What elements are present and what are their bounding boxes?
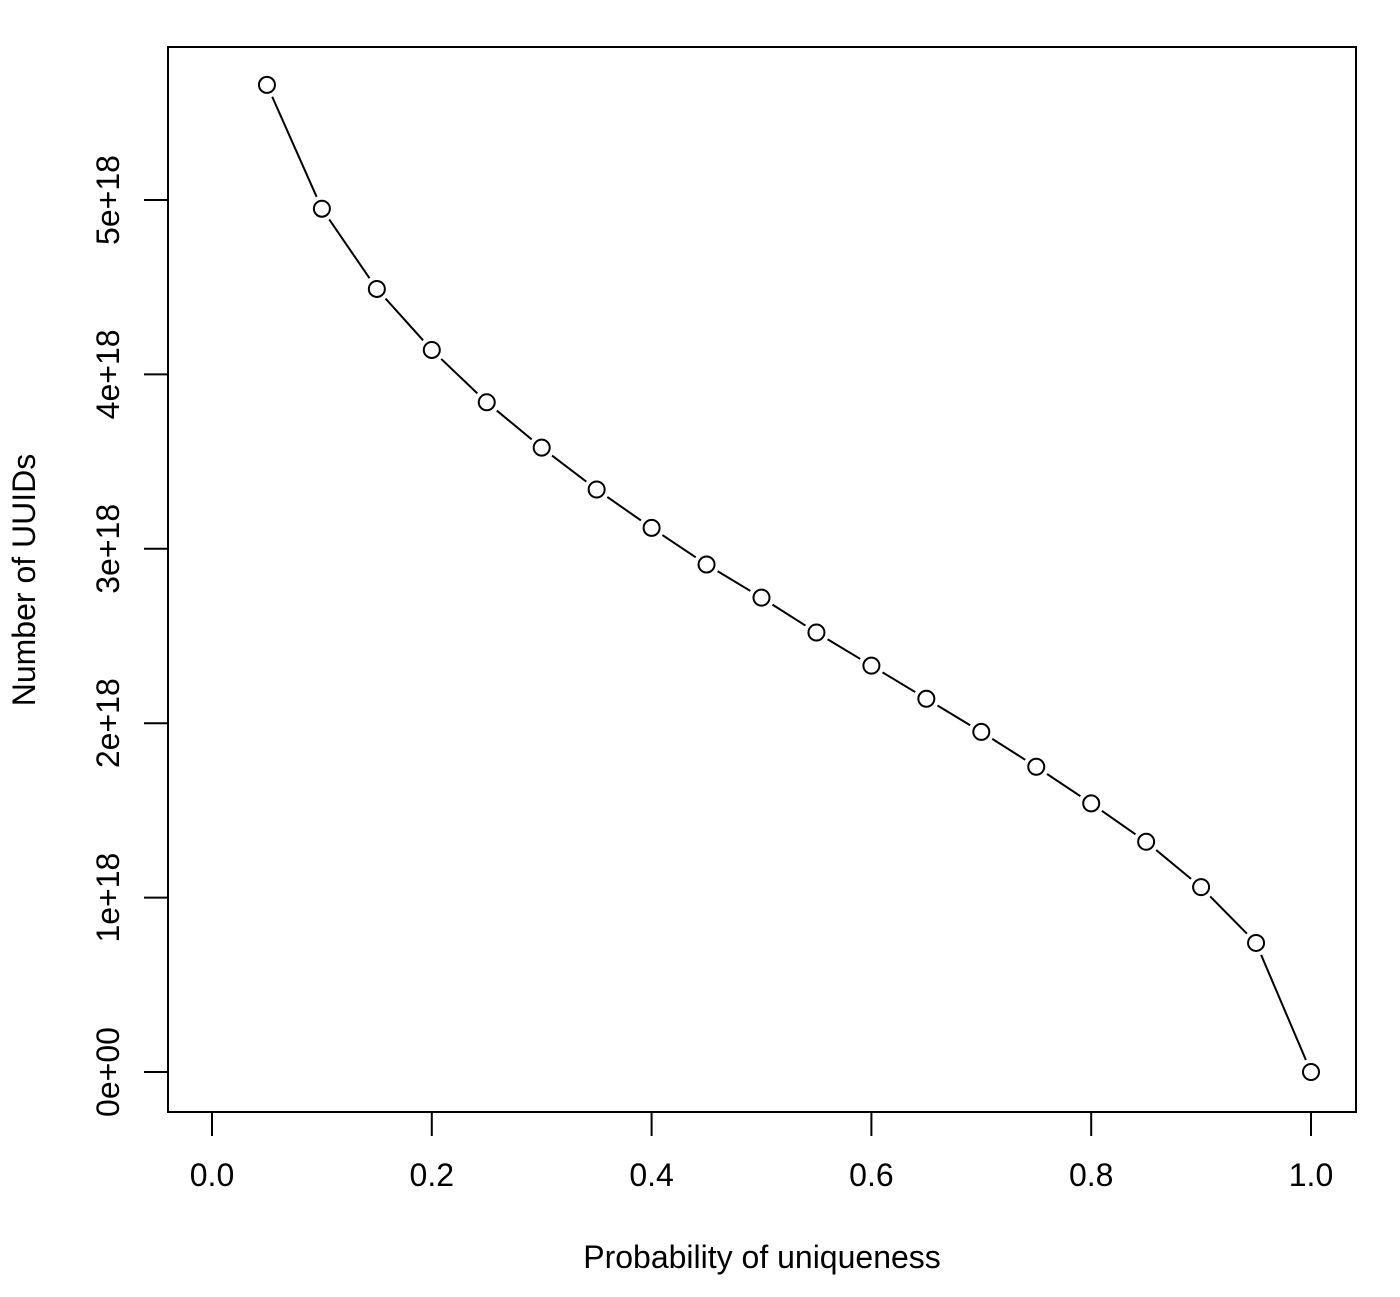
- line-segment: [882, 671, 916, 693]
- line-segment: [827, 638, 861, 660]
- data-point: [257, 75, 276, 94]
- y-tick-label: 3e+18: [90, 504, 126, 594]
- data-point: [1247, 933, 1266, 952]
- x-tick-label: 0.6: [849, 1157, 893, 1193]
- y-tick-label: 1e+18: [90, 853, 126, 943]
- line-segment: [936, 704, 971, 727]
- line-segment: [771, 603, 807, 627]
- line-segment: [1209, 895, 1248, 935]
- line-segment: [551, 454, 587, 483]
- data-point: [367, 279, 386, 298]
- line-segment: [1260, 954, 1307, 1061]
- line-segment: [328, 218, 371, 279]
- data-point: [972, 722, 991, 741]
- series-points: [257, 75, 1320, 1081]
- data-point: [587, 480, 606, 499]
- x-tick-label: 0.0: [190, 1157, 234, 1193]
- line-segment: [1046, 773, 1081, 798]
- line-segment: [1155, 849, 1192, 880]
- data-point: [1192, 878, 1211, 897]
- data-point: [1082, 794, 1101, 813]
- data-point: [807, 623, 826, 642]
- line-segment: [991, 738, 1026, 761]
- data-point: [697, 555, 716, 574]
- data-point: [532, 438, 551, 457]
- data-point: [312, 199, 331, 218]
- x-tick-label: 0.8: [1069, 1157, 1113, 1193]
- line-segment: [440, 358, 479, 395]
- x-tick-label: 0.4: [629, 1157, 673, 1193]
- y-axis-label: Number of UUIDs: [6, 454, 42, 707]
- series-line: [271, 96, 1307, 1061]
- data-point: [1302, 1063, 1320, 1081]
- x-axis: 0.0 0.2 0.4 0.6 0.8 1.0: [190, 1111, 1333, 1193]
- plot-frame: [167, 46, 1357, 1113]
- y-tick-label: 4e+18: [90, 329, 126, 419]
- y-tick-label: 0e+00: [90, 1027, 126, 1117]
- data-point: [1027, 757, 1046, 776]
- x-axis-label: Probability of uniqueness: [583, 1239, 941, 1275]
- data-point: [862, 656, 881, 675]
- data-point: [917, 689, 936, 708]
- data-point: [477, 393, 496, 412]
- line-segment: [496, 409, 533, 441]
- line-segment: [1101, 810, 1137, 836]
- line-segment: [606, 496, 642, 522]
- y-axis: 0e+00 1e+18 2e+18 3e+18 4e+18 5e+18: [90, 155, 169, 1117]
- line-segment: [271, 96, 318, 198]
- data-point: [422, 340, 441, 359]
- y-tick-label: 5e+18: [90, 155, 126, 245]
- line-segment: [384, 297, 424, 341]
- data-point: [642, 518, 661, 537]
- line-segment: [661, 534, 697, 559]
- data-point: [752, 588, 771, 607]
- y-tick-label: 2e+18: [90, 678, 126, 768]
- x-tick-label: 1.0: [1289, 1157, 1333, 1193]
- data-point: [1137, 832, 1156, 851]
- line-segment: [717, 570, 751, 592]
- x-tick-label: 0.2: [410, 1157, 454, 1193]
